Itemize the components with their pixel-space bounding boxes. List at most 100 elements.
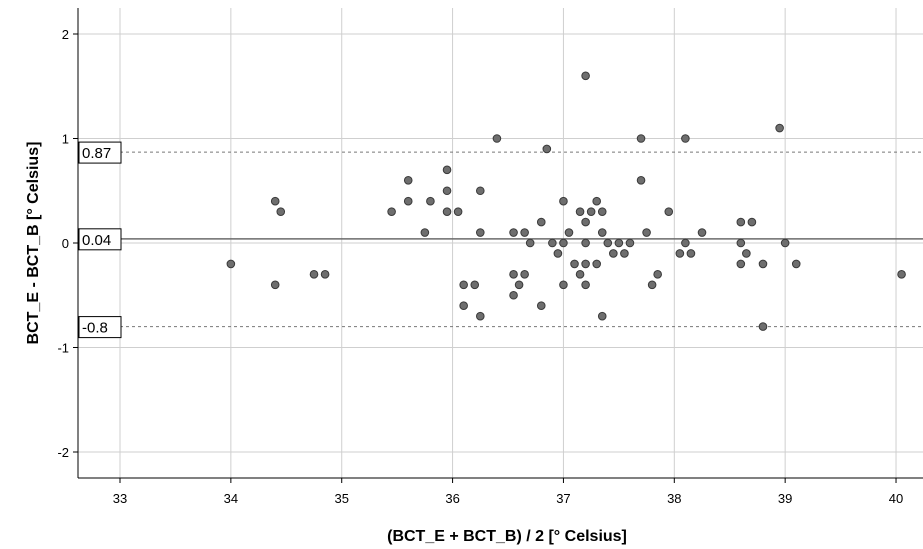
data-point <box>475 311 485 321</box>
data-point <box>620 249 629 258</box>
reference-label-1: 0.04 <box>82 232 111 249</box>
x-tick-label-5: 38 <box>667 491 681 506</box>
data-point <box>564 228 574 237</box>
data-point <box>548 238 557 248</box>
data-point <box>509 270 518 279</box>
data-point <box>736 217 746 227</box>
data-point <box>664 207 674 216</box>
data-point <box>575 270 585 279</box>
data-point <box>736 238 746 248</box>
reference-label-box-0 <box>78 141 122 164</box>
data-point <box>536 301 546 311</box>
data-point <box>575 207 585 216</box>
data-point <box>642 228 651 237</box>
data-point <box>653 270 662 279</box>
data-point <box>614 238 624 248</box>
data-point <box>542 144 552 154</box>
data-point <box>586 207 596 216</box>
data-point <box>453 207 463 216</box>
data-point <box>592 259 601 269</box>
data-points <box>226 71 906 331</box>
data-point <box>514 280 524 290</box>
data-point <box>270 196 280 206</box>
data-point <box>442 186 452 196</box>
data-point <box>420 228 430 237</box>
data-point <box>426 196 435 206</box>
x-tick-label-4: 37 <box>556 491 570 506</box>
reference-label-2: -0.8 <box>82 320 108 337</box>
data-point <box>525 238 535 248</box>
reference-label-box-2 <box>78 316 122 339</box>
data-point <box>675 249 685 258</box>
data-point <box>442 207 452 216</box>
data-point <box>520 270 529 279</box>
reference-lines <box>78 151 923 328</box>
data-point <box>403 176 413 185</box>
data-point <box>459 301 468 311</box>
data-point <box>581 280 590 290</box>
data-point <box>520 228 529 237</box>
reference-label-0: 0.87 <box>82 145 111 162</box>
data-point <box>475 186 485 196</box>
data-point <box>758 259 768 269</box>
y-tick-label-0: 2 <box>62 27 69 42</box>
x-tick-label-2: 35 <box>334 491 348 506</box>
reference-line-labels: 0.87 0.04 -0.8 <box>78 141 122 339</box>
x-tick-labels: 33 34 35 36 37 38 39 40 <box>113 478 903 506</box>
data-point <box>226 259 236 269</box>
data-point <box>647 280 657 290</box>
data-point <box>636 176 646 185</box>
y-tick-label-2: 0 <box>62 236 69 251</box>
data-point <box>536 217 546 227</box>
data-point <box>492 134 502 143</box>
data-point <box>597 207 607 216</box>
data-point <box>459 280 468 290</box>
data-point <box>758 322 768 331</box>
data-point <box>475 228 485 237</box>
data-point <box>736 259 746 269</box>
x-axis-title: (BCT_E + BCT_B) / 2 [° Celsius] <box>387 528 627 545</box>
data-point <box>509 228 518 237</box>
x-tick-label-1: 34 <box>224 491 238 506</box>
x-tick-label-6: 39 <box>778 491 792 506</box>
data-point <box>603 238 613 248</box>
data-point <box>570 259 579 269</box>
data-point <box>681 238 690 248</box>
data-point <box>470 280 480 290</box>
data-point <box>636 134 646 143</box>
data-point <box>597 228 607 237</box>
y-tick-label-1: 1 <box>62 132 69 147</box>
data-point <box>276 207 286 216</box>
x-tick-label-0: 33 <box>113 491 127 506</box>
y-tick-label-4: -2 <box>57 445 69 460</box>
data-point <box>592 196 601 206</box>
data-point <box>581 217 590 227</box>
data-point <box>625 238 635 248</box>
data-point <box>775 123 784 133</box>
y-axis-title: BCT_E - BCT_B [° Celsius] <box>25 142 42 345</box>
data-point <box>553 249 563 258</box>
data-point <box>442 165 452 175</box>
data-point <box>581 238 590 248</box>
data-point <box>559 238 568 248</box>
data-point <box>270 280 280 290</box>
x-tick-label-7: 40 <box>889 491 903 506</box>
data-point <box>597 311 607 321</box>
data-point <box>681 134 690 143</box>
data-point <box>581 259 590 269</box>
data-point <box>609 249 618 258</box>
reference-label-box-1 <box>78 228 122 251</box>
data-point <box>897 270 906 279</box>
data-point <box>559 280 568 290</box>
data-point <box>509 290 518 300</box>
data-point <box>581 71 590 81</box>
data-point <box>747 217 757 227</box>
data-point <box>686 249 696 258</box>
x-tick-label-3: 36 <box>445 491 459 506</box>
y-tick-label-3: -1 <box>57 341 69 356</box>
data-point <box>309 270 319 279</box>
data-point <box>320 270 330 279</box>
data-point <box>403 196 413 206</box>
